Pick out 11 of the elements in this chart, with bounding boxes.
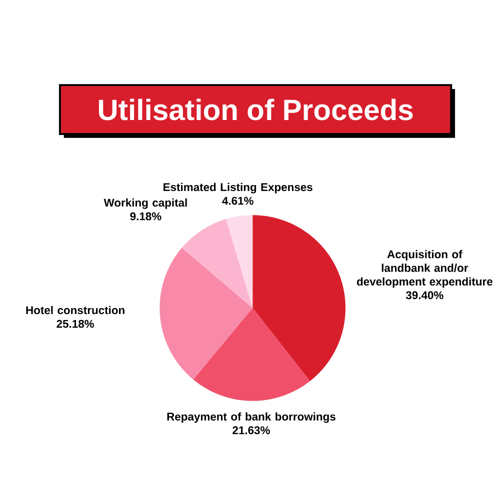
slice-label: Working capital xyxy=(104,198,187,209)
chart-title: Utilisation of Proceeds xyxy=(98,98,413,120)
data-label: 9.18% xyxy=(130,212,162,220)
data-label: 21.63% xyxy=(232,426,270,434)
data-label: 25.18% xyxy=(56,320,94,328)
slice-label: Acquisition of landbank and/or development expenditure xyxy=(356,250,492,288)
slice-label: Hotel construction xyxy=(26,306,124,314)
slice-label: Repayment of bank borrowings xyxy=(167,412,336,423)
data-label: 4.61% xyxy=(222,196,254,205)
data-label: 39.40% xyxy=(406,291,444,300)
slice-label: Estimated Listing Expenses xyxy=(164,182,312,194)
